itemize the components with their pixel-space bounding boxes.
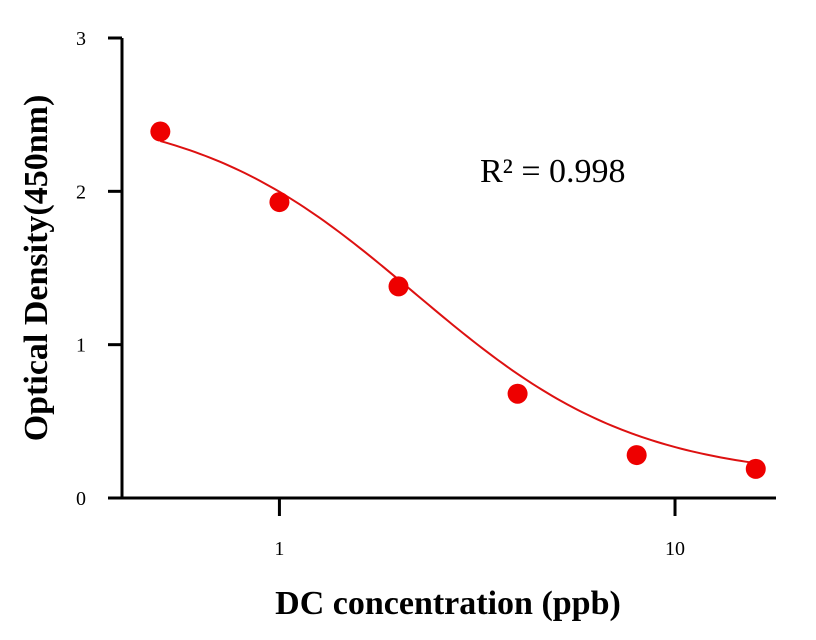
data-point [269,192,290,213]
data-point [626,445,647,466]
y-tick-label: 0 [76,488,86,510]
fit-curve [160,140,756,465]
x-tick-label: 10 [665,538,685,560]
data-point [745,458,766,479]
r-squared-annotation: R² = 0.998 [480,153,626,190]
data-point [150,121,171,142]
y-tick-label: 1 [76,335,86,357]
x-tick-label: 1 [274,538,284,560]
y-axis-title: Optical Density(450nm) [18,95,55,442]
data-point [507,383,528,404]
y-tick-label: 2 [76,181,86,203]
x-axis-title: DC concentration (ppb) [275,585,621,622]
data-point [388,276,409,297]
y-tick-label: 3 [76,28,86,50]
